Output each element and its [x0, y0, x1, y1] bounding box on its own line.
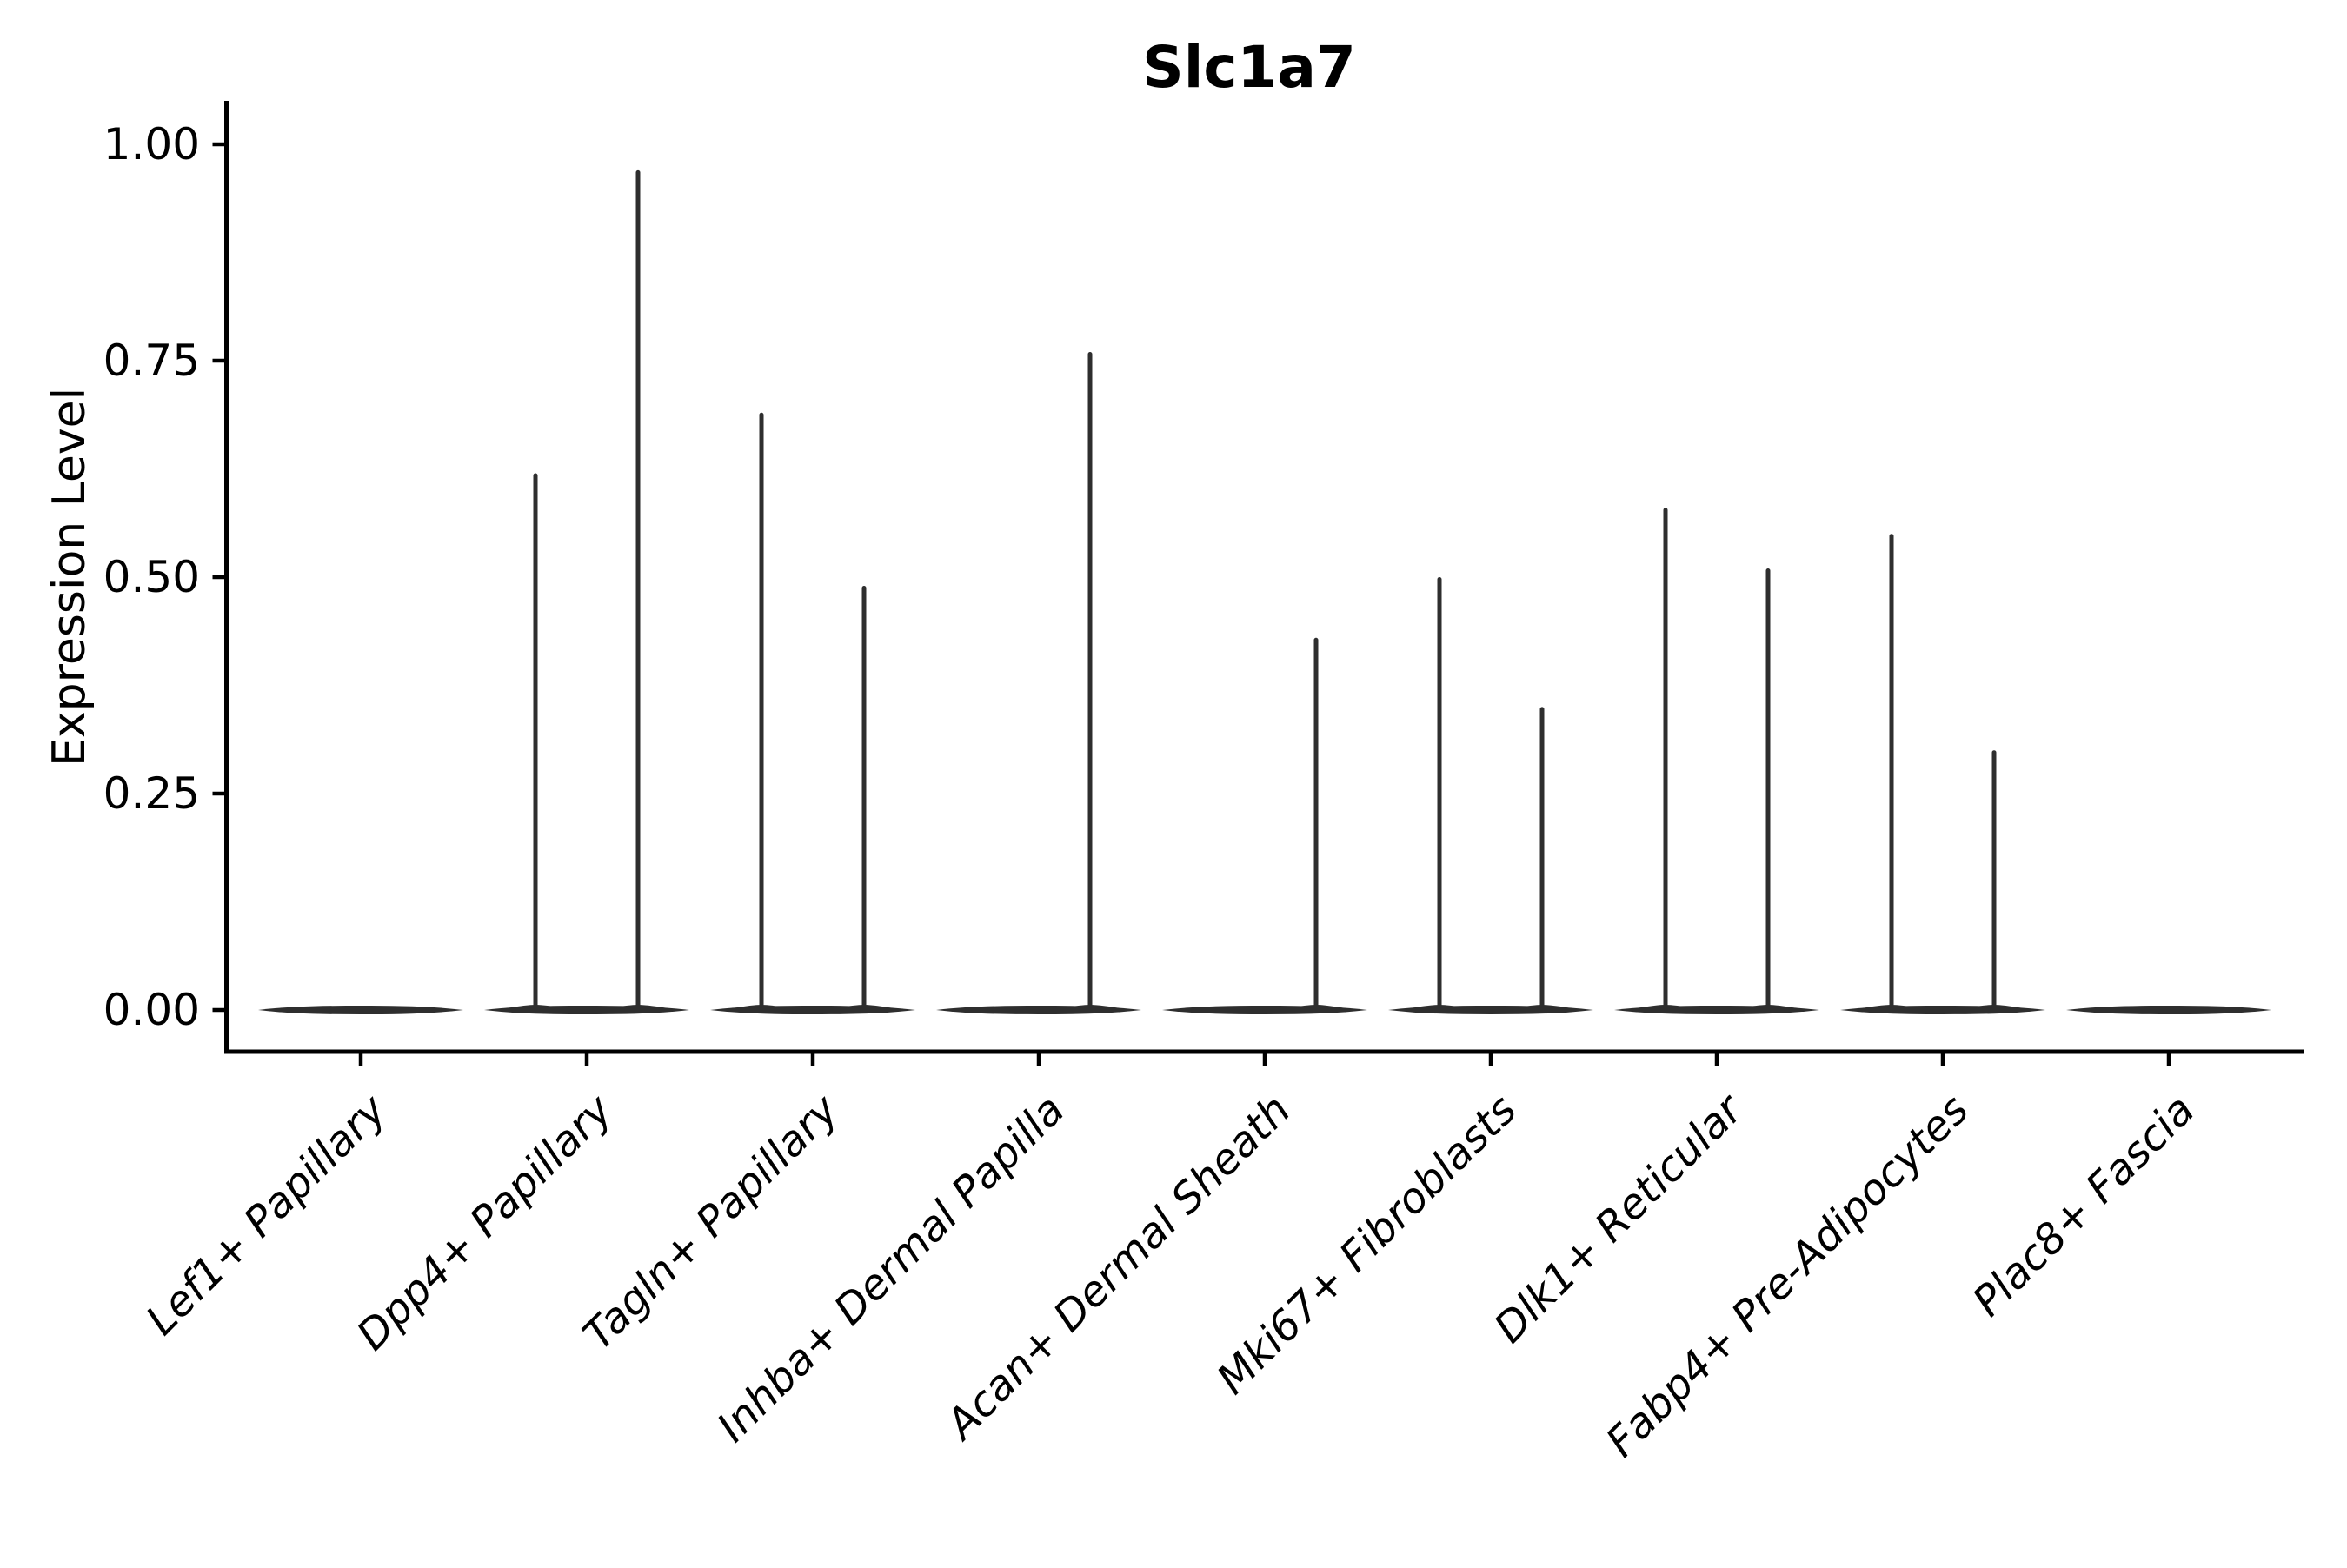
violin-group	[1162, 637, 1367, 1014]
violin-baseline-body	[2066, 1006, 2271, 1014]
chart-title: Slc1a7	[1142, 34, 1356, 101]
x-tick-label: Lef1+ Papillary	[136, 1085, 396, 1345]
y-tick-label: 0.25	[103, 768, 200, 819]
x-tick-label: Dlk1+ Reticular	[1485, 1084, 1754, 1353]
violin-group	[936, 352, 1141, 1014]
violin-group	[1840, 534, 2045, 1014]
violin-group	[484, 169, 689, 1014]
violin-group	[2066, 1006, 2271, 1014]
y-axis-label: Expression Level	[43, 388, 96, 767]
x-tick-label: Fabp4+ Pre-Adipocytes	[1597, 1086, 1978, 1467]
y-tick-label: 0.75	[103, 336, 200, 386]
axes-layer	[212, 101, 2304, 1066]
y-tick-labels-layer: 0.00 0.25 0.50 0.75 1.00	[103, 119, 200, 1035]
x-tick-label: Plac8+ Fascia	[1964, 1086, 2204, 1326]
violin-group	[1614, 508, 1819, 1014]
violins-layer	[258, 169, 2271, 1014]
violin-group	[710, 412, 915, 1014]
y-tick-label: 0.00	[103, 985, 200, 1035]
y-tick-label: 0.50	[103, 552, 200, 602]
y-tick-label: 1.00	[103, 119, 200, 169]
violin-baseline-body	[258, 1006, 463, 1014]
violin-group	[1388, 577, 1593, 1014]
violin-group	[258, 1006, 463, 1014]
